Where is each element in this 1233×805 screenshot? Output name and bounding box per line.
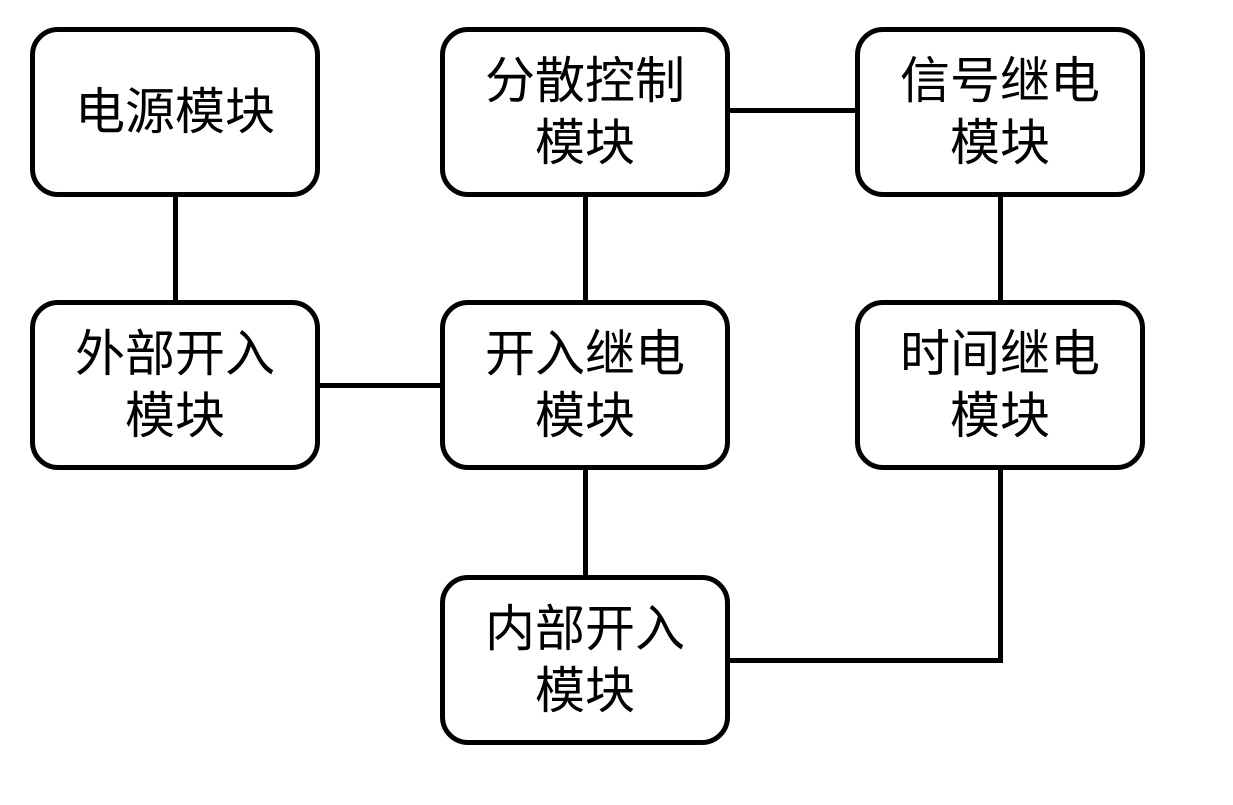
edge-ext-input-input-relay	[320, 383, 440, 388]
node-power-label: 电源模块	[75, 81, 275, 144]
node-signal-relay: 信号继电 模块	[855, 27, 1145, 197]
edge-disp-ctrl-signal-relay	[730, 108, 855, 113]
node-disp-ctrl: 分散控制 模块	[440, 27, 730, 197]
edge-disp-ctrl-input-relay	[583, 197, 588, 300]
node-ext-input: 外部开入 模块	[30, 300, 320, 470]
node-input-relay: 开入继电 模块	[440, 300, 730, 470]
node-int-input-label: 内部开入 模块	[485, 598, 685, 723]
node-disp-ctrl-label: 分散控制 模块	[485, 50, 685, 175]
edge-time-relay-int-input-v	[998, 470, 1003, 663]
edge-signal-relay-time-relay	[998, 197, 1003, 300]
edge-input-relay-int-input	[583, 470, 588, 575]
node-ext-input-label: 外部开入 模块	[75, 323, 275, 448]
node-time-relay: 时间继电 模块	[855, 300, 1145, 470]
node-signal-relay-label: 信号继电 模块	[900, 50, 1100, 175]
node-power: 电源模块	[30, 27, 320, 197]
edge-power-ext-input	[173, 197, 178, 300]
node-input-relay-label: 开入继电 模块	[485, 323, 685, 448]
edge-time-relay-int-input-h	[730, 658, 1003, 663]
node-time-relay-label: 时间继电 模块	[900, 323, 1100, 448]
node-int-input: 内部开入 模块	[440, 575, 730, 745]
